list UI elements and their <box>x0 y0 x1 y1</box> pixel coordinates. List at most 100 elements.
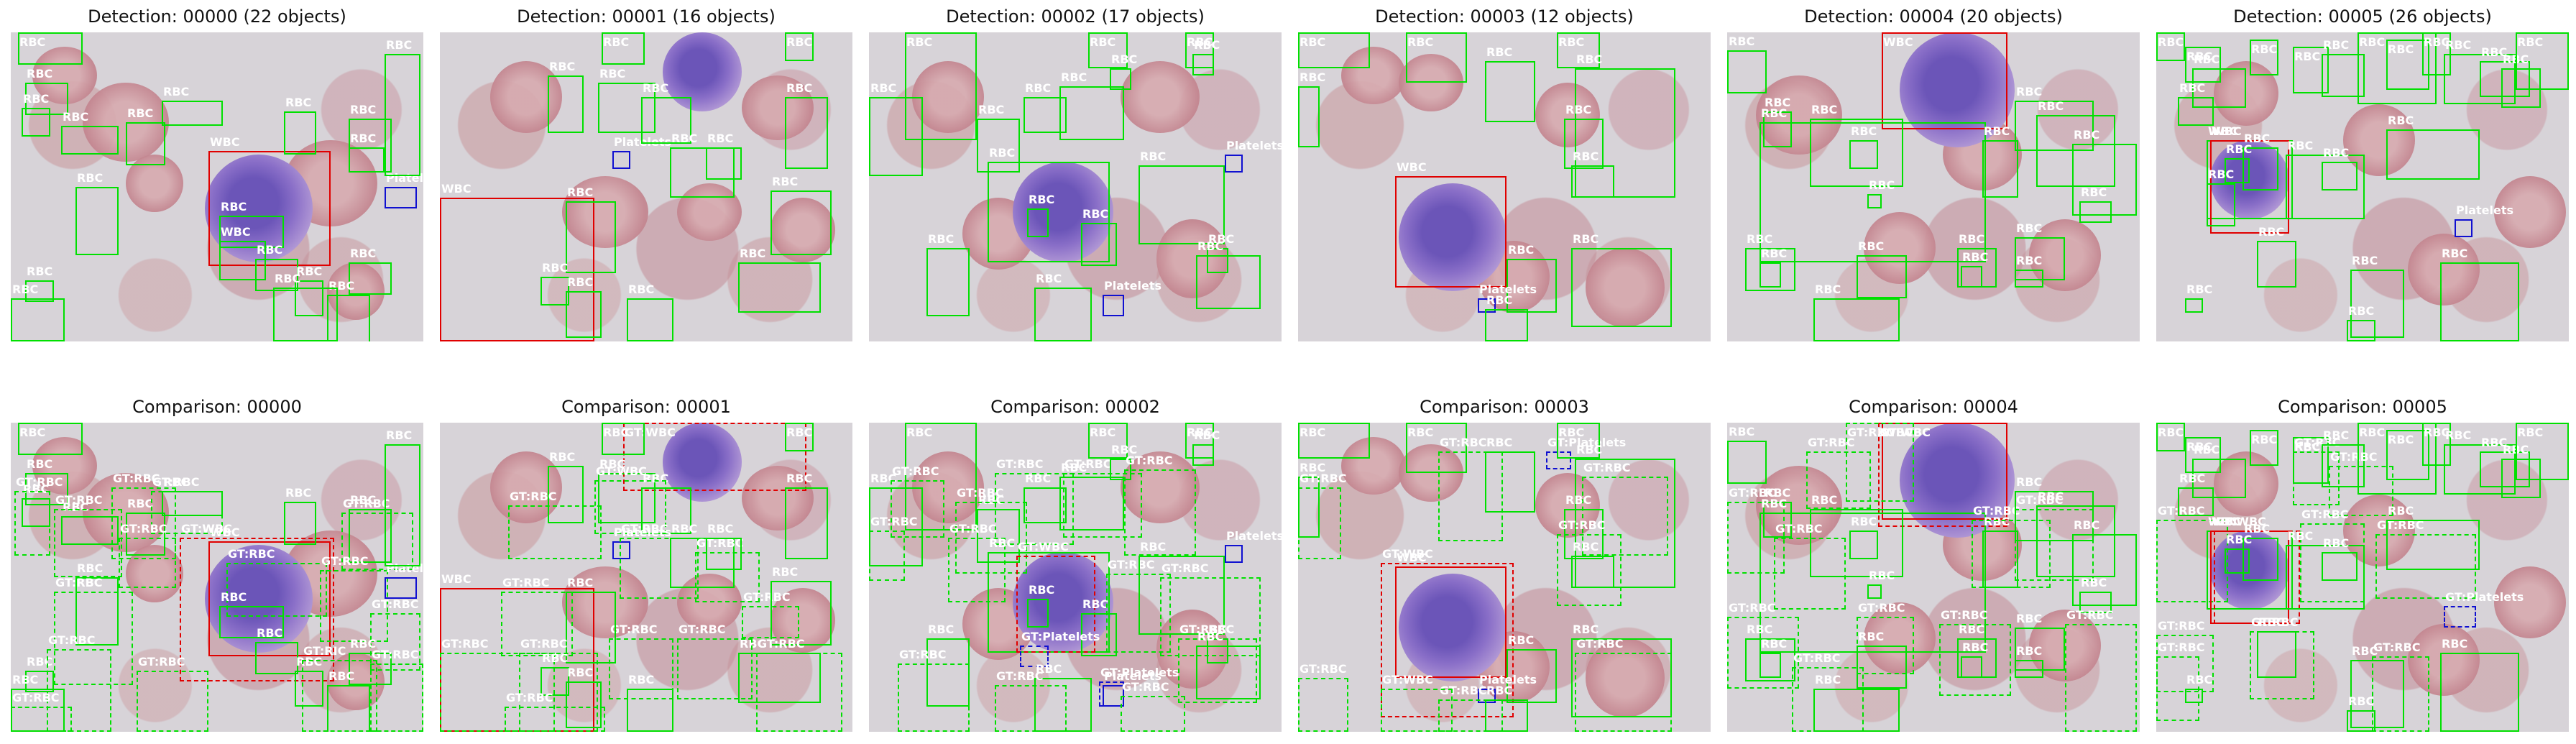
bbox-rbc: RBC <box>785 472 828 559</box>
bbox-label: RBC <box>707 132 734 145</box>
bbox-label: GT:Platelets <box>2445 590 2524 604</box>
rbc-cell <box>1156 610 1228 689</box>
bbox-label: RBC <box>1082 597 1109 611</box>
panel-title: Detection: 00002 (17 objects) <box>946 6 1205 27</box>
bbox-gt-rbc: GT:RBC <box>1298 472 1347 559</box>
bbox-rbc: RBC <box>255 626 298 674</box>
bbox-rbc: RBC <box>1727 35 1767 93</box>
bbox-rbc: RBC <box>869 472 923 566</box>
bbox-label: RBC <box>12 283 39 296</box>
bbox-wbc: WBC <box>208 525 331 656</box>
bbox-rbc: RBC <box>11 283 65 341</box>
bbox-label: RBC <box>1197 630 1224 643</box>
bbox-label: RBC <box>2323 428 2350 442</box>
bbox-label: RBC <box>1486 293 1513 307</box>
bbox-label: RBC <box>1565 103 1592 116</box>
bbox-rbc: RBC <box>2444 38 2516 104</box>
bbox-label: GT:Platelets <box>1547 436 1627 449</box>
panel-title: Detection: 00003 (12 objects) <box>1375 6 1634 27</box>
bbox-gt-rbc: GT:RBC <box>1557 518 1622 606</box>
bbox-label: RBC <box>285 96 312 109</box>
bbox-label: RBC <box>1747 623 1773 636</box>
bbox-gt-rbc: GT:RBC <box>1124 454 1196 556</box>
bbox-rbc: RBC <box>1571 232 1672 327</box>
bbox-rbc: RBC <box>126 497 165 556</box>
bbox-label: RBC <box>1959 232 1985 246</box>
rbc-cell <box>1121 61 1200 133</box>
bbox-gt-rbc: GT:RBC <box>1939 608 2011 696</box>
bbox-rbc: RBC <box>598 67 656 133</box>
bbox-label: GT:RBC <box>138 655 185 669</box>
bbox-label: RBC <box>163 475 190 489</box>
bbox-label: WBC <box>441 572 472 586</box>
bbox-gt-rbc: GT:RBC <box>501 576 573 656</box>
rbc-cell <box>32 47 97 104</box>
bbox-label: GT:RBC <box>502 576 550 589</box>
bbox-rbc: RBC <box>255 243 298 291</box>
bbox-label: RBC <box>2323 146 2350 160</box>
bbox-label: RBC <box>2016 612 2043 625</box>
bbox-rbc: RBC <box>25 457 68 505</box>
bbox-label: RBC <box>296 265 323 278</box>
bbox-label: RBC <box>2081 185 2107 199</box>
bbox-rbc: RBC <box>2322 146 2358 190</box>
bbox-label: RBC <box>27 67 53 81</box>
bbox-label: RBC <box>643 81 669 95</box>
bbox-rbc: RBC <box>1406 423 1467 473</box>
bbox-gt-rbc: GT:RBC <box>508 490 602 559</box>
bbox-label: GT:RBC <box>957 486 1004 500</box>
bbox-rbc: RBC <box>602 32 645 65</box>
bbox-label: RBC <box>2251 42 2278 56</box>
bbox-label: RBC <box>1565 493 1592 507</box>
bbox-rbc: RBC <box>905 423 977 531</box>
bbox-label: GT:RBC <box>372 597 419 611</box>
bbox-label: RBC <box>1508 633 1535 647</box>
bbox-gt-rbc: GT:RBC <box>695 536 760 602</box>
rbc-cell <box>1864 212 1936 284</box>
bbox-label: WBC <box>1397 160 1427 174</box>
bbox-label: GT:RBC <box>696 536 744 550</box>
bbox-rbc: RBC <box>1081 207 1117 266</box>
rbc-cell <box>2214 61 2278 126</box>
bbox-rbc: RBC <box>126 106 165 165</box>
bbox-gt-rbc: GT:RBC <box>1298 662 1348 732</box>
bbox-rbc: RBC <box>926 232 970 316</box>
rbc-cell <box>1399 444 1463 502</box>
rbc-cell <box>32 437 97 495</box>
bbox-label: RBC <box>671 522 698 536</box>
bbox-label: RBC <box>1858 630 1885 643</box>
bbox-gt-rbc: GT:RBC <box>137 655 208 732</box>
bbox-label: RBC <box>2258 225 2285 239</box>
bbox-label: RBC <box>989 536 1016 550</box>
bbox-gt-wbc: GT:WBC <box>1016 540 1095 653</box>
wbc-cell <box>1399 183 1506 291</box>
bbox-label: RBC <box>2323 536 2350 550</box>
bbox-rbc: RBC <box>1575 443 1675 588</box>
bbox-label: RBC <box>1508 243 1535 257</box>
microscopy-image: WBC RBC RBC RBC RBC RBC RBC RBC RBC RBC RBC RBC RBC R… <box>1727 32 2140 341</box>
bbox-wbc: WBC <box>1882 32 2007 129</box>
bbox-rbc: RBC <box>2192 443 2246 498</box>
bbox-rbc: RBC <box>1138 150 1225 244</box>
bbox-rbc: RBC <box>2185 283 2212 313</box>
bbox-label: GT:RBC <box>2016 493 2064 507</box>
bbox-label: GT:RBC <box>1858 601 1905 615</box>
bbox-label: RBC <box>1573 232 1599 246</box>
bbox-rbc: RBC <box>25 655 54 692</box>
bbox-rbc: RBC <box>1024 81 1067 133</box>
bbox-rbc: RBC <box>1760 106 1986 262</box>
rbc-cell <box>770 588 835 653</box>
bbox-rbc: RBC <box>1857 239 1907 298</box>
bbox-rbc: RBC <box>2516 32 2569 90</box>
bbox-label: GT:RBC <box>1558 518 1606 532</box>
bbox-rbc: RBC <box>1760 637 1787 678</box>
bbox-gt-rbc: GT:RBC <box>948 522 1006 602</box>
panel-title: Detection: 00000 (22 objects) <box>88 6 346 27</box>
bbox-rbc: RBC <box>2347 304 2375 341</box>
bbox-label: RBC <box>2481 436 2508 449</box>
bbox-gt-rbc: GT:RBC <box>320 554 388 642</box>
bbox-label: RBC <box>542 651 569 665</box>
bbox-platelets: Platelets <box>2455 203 2513 237</box>
bbox-rbc: RBC <box>75 171 119 255</box>
bbox-rbc: RBC <box>273 272 338 341</box>
